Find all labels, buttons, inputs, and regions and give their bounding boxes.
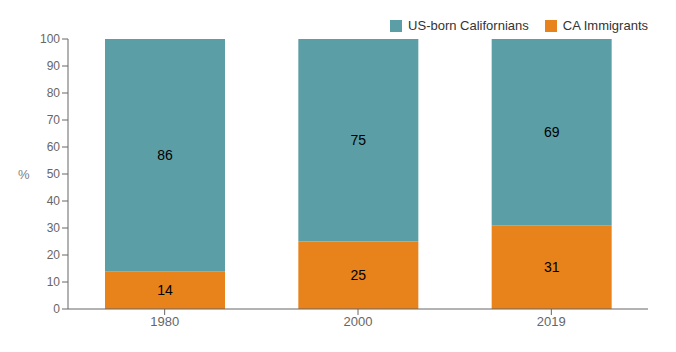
svg-text:20: 20 — [47, 248, 61, 262]
svg-text:1980: 1980 — [150, 314, 179, 329]
svg-text:25: 25 — [351, 267, 367, 283]
svg-text:2000: 2000 — [344, 314, 373, 329]
svg-text:31: 31 — [544, 259, 560, 275]
svg-text:2019: 2019 — [537, 314, 566, 329]
svg-text:40: 40 — [47, 194, 61, 208]
svg-text:70: 70 — [47, 113, 61, 127]
svg-text:50: 50 — [47, 167, 61, 181]
html-text:US-born Californians: US-born Californians — [408, 18, 529, 33]
svg-text:90: 90 — [47, 59, 61, 73]
svg-text:69: 69 — [544, 124, 560, 140]
svg-text:%: % — [18, 167, 30, 182]
svg-text:30: 30 — [47, 221, 61, 235]
svg-text:60: 60 — [47, 140, 61, 154]
svg-text:80: 80 — [47, 86, 61, 100]
svg-text:0: 0 — [53, 302, 60, 316]
svg-text:86: 86 — [157, 147, 173, 163]
svg-text:14: 14 — [157, 282, 173, 298]
svg-text:75: 75 — [351, 132, 367, 148]
svg-text:10: 10 — [47, 275, 61, 289]
svg-text:100: 100 — [40, 32, 60, 46]
html-text:CA Immigrants: CA Immigrants — [562, 18, 648, 33]
